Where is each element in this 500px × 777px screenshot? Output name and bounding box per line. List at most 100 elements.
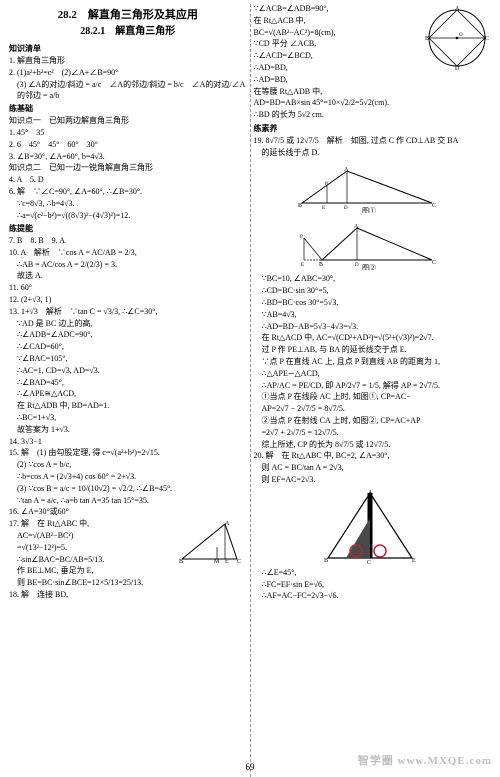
text-line: 1. 解直角三角形 (9, 56, 247, 67)
text-line: ∵c=8√3, ∴b=4√3. (9, 199, 247, 210)
text-line: (3) ∠A的对边/斜边 = a/c ∠A的邻边/斜边 = b/c ∠A的对边/… (9, 80, 247, 102)
text-line: AD=BD=AB×sin 45°=10×√2/2=5√2(cm). (254, 98, 492, 109)
svg-text:P: P (325, 182, 328, 187)
heading-basic: 练基础 (9, 104, 247, 115)
svg-text:A: A (455, 6, 460, 12)
heading-improve: 练提能 (9, 224, 247, 235)
svg-text:图②: 图② (362, 264, 376, 270)
text-line: ②当点 P 在射线 CA 上时, 如图②, CP=AC+AP (254, 416, 492, 427)
text-line: 在等腰 Rt△ADB 中, (254, 87, 424, 98)
heading-kp1: 知识点一 已知两边解直角三角形 (9, 116, 247, 127)
text-line: 16. ∠A=30°或60° (9, 507, 247, 518)
svg-text:C: C (485, 36, 489, 42)
text-line: (3) ∵cos B = a/c = 10/(10√2) = √2/2, ∴∠B… (9, 484, 247, 495)
left-column: 28.2 解直角三角形及其应用 28.2.1 解直角三角形 知识清单 1. 解直… (6, 4, 251, 777)
main-title: 28.2 解直角三角形及其应用 (9, 8, 247, 23)
svg-text:P: P (300, 235, 303, 240)
text-line: ∴∠ADB=∠ADC=90°, (9, 330, 247, 341)
svg-text:B: B (179, 559, 183, 564)
text-line: 在 Rt△ACD 中, AC=√(CD²+AD²)=√(5²+(√3)²)=2√… (254, 333, 492, 344)
text-line: ∴BD=BC·cos 30°=5√3, (254, 298, 492, 309)
svg-text:C: C (432, 203, 436, 209)
text-line: 的延长线于点 D. (254, 148, 492, 159)
text-line: ∴CD=BC·sin 30°=5, (254, 286, 492, 297)
svg-text:M: M (214, 559, 220, 564)
text-line: 11. 60° (9, 283, 247, 294)
text-line: 则 AC = BC/tan A = 2√3, (254, 463, 492, 474)
svg-text:E: E (412, 558, 416, 564)
text-line: 12. (2+√3, 1) (9, 295, 247, 306)
svg-text:E: E (301, 263, 304, 268)
text-line: 在 Rt△ACB 中, (254, 16, 424, 27)
text-line: 2. (1)a²+b²=c² (2)∠A+∠B=90° (9, 68, 247, 79)
svg-text:A: A (344, 167, 349, 173)
text-line: ∵CD 平分 ∠ACB, (254, 39, 424, 50)
text-line: ∴FC=EF·sin E=√6, (254, 580, 492, 591)
svg-text:A: A (368, 490, 373, 496)
heading-kp2: 知识点二 已知一边一锐角解直角三角形 (9, 163, 247, 174)
text-line: 故答案为 1+√3. (9, 425, 247, 436)
text-line: 7. B 8. B 9. A (9, 236, 247, 247)
text-line: ∴BD 的长为 5√2 cm. (254, 110, 492, 121)
sub-title: 28.2.1 解直角三角形 (9, 25, 247, 39)
text-line: 14. 3√3−1 (9, 437, 247, 448)
text-line: ∴BC=1+√3, (9, 413, 247, 424)
text-line: ∴sin∠BAC=BC/AB=5/13. (9, 555, 177, 566)
svg-text:E: E (322, 206, 325, 211)
heading-excel: 练素养 (254, 124, 492, 135)
svg-text:A: A (354, 224, 359, 230)
text-line: AP=2√7 − 2√7/5 = 8√7/5. (254, 404, 492, 415)
svg-text:B: B (425, 36, 429, 42)
text-line: ∴AF=AC−FC=2√3−√6. (254, 591, 492, 602)
text-line: AC=√(AB²−BC²) (9, 531, 177, 542)
heading-knowledge: 知识清单 (9, 44, 247, 55)
triangle-figure-19-2: P E B D C A 图② (254, 217, 492, 272)
svg-text:A: A (225, 521, 230, 527)
right-column: ∵∠ACB=∠ADB=90°, 在 Rt△ACB 中, BC=√(AB²−AC²… (251, 4, 495, 777)
svg-text:D: D (455, 66, 460, 72)
svg-text:D: D (355, 263, 359, 268)
text-line: ∴AC=1, CD=√3, AD=√3. (9, 366, 247, 377)
text-line: ①当点 P 在线段 AC 上时, 如图①, CP=AC− (254, 392, 492, 403)
text-line: 13. 1+√3 解析 ∵tan C = √3/3, ∴∠C=30°, (9, 307, 247, 318)
svg-text:D: D (344, 206, 348, 211)
text-line: ∵BC=10, ∠ABC=30°, (254, 274, 492, 285)
text-line: 10. A 解析 ∵cos A = AC/AB = 2/3, (9, 248, 247, 259)
text-line: ∵AB=4√3, (254, 310, 492, 321)
text-line: ∴AB = AC/cos A = 2/(2/3) = 3. (9, 260, 247, 271)
text-line: ∴b=cos A = (2√3+4) cos 60° = 2+√3. (9, 472, 247, 483)
text-line: ∴AD=BD, (254, 75, 424, 86)
text-line: ∴∠CAD=60°, (9, 342, 247, 353)
text-line: ∴AD=BD−AB=5√3−4√3=√3. (254, 322, 492, 333)
text-line: (2) ∵cos A = b/c, (9, 460, 247, 471)
svg-text:图①: 图① (362, 207, 376, 213)
text-line: ∴∠ACD=∠BCD, (254, 51, 424, 62)
text-line: ∴∠BAD=45°, (9, 378, 247, 389)
text-line: ∵∠ACB=∠ADB=90°, (254, 4, 424, 15)
text-line: BC=√(AB²−AC²)=8(cm), (254, 28, 424, 39)
text-line: 过 P 作 PE⊥AB, 与 BA 的延长线交于点 E. (254, 345, 492, 356)
text-line: ∵点 P 在直线 AC 上, 且点 P 到直线 AB 的距离为 1, (254, 357, 492, 368)
text-line: 则 BE=BC·sin∠BCE=12×5/13=25/13. (9, 578, 247, 589)
text-line: 2. 6 45° 45° 60° 30° (9, 140, 247, 151)
text-line: 4. A 5. D (9, 175, 247, 186)
text-line: 故选 A. (9, 271, 247, 282)
text-line: 1. 45° 35 (9, 128, 247, 139)
text-line: =√(13²−12²)=5. (9, 543, 177, 554)
triangle-figure-17: B M E C A (177, 519, 247, 566)
text-line: ∴a=√(c²−b²)=√((8√3)²−(4√3)²)=12. (9, 211, 247, 222)
text-line: 则 EF=AC=2√3. (254, 475, 492, 486)
text-line: ∵∠BAC=105°, (9, 354, 247, 365)
svg-text:B: B (319, 262, 323, 268)
svg-text:E: E (225, 559, 229, 564)
svg-text:C: C (237, 559, 241, 564)
watermark: 智学圈 www.MXQE.com (358, 754, 492, 769)
text-line: 18. 解 连接 BD, (9, 590, 247, 601)
text-line: 在 Rt△ADB 中, BD=AD=1. (9, 401, 247, 412)
text-line: ∵tan A = a/c, ∴a=b tan A=35 tan 15°=35. (9, 496, 247, 507)
text-line: 3. ∠B=30°, ∠A=60°, b=4√3. (9, 152, 247, 163)
text-line: 15. 解 (1) 由勾股定理, 得 c=√(a²+b²)=2√15. (9, 448, 247, 459)
triangle-figure-20: A F B C E (254, 488, 492, 566)
text-line: ∴AD=BD, (254, 63, 424, 74)
text-line: =2√7 + 2√7/5 = 12√7/5. (254, 428, 492, 439)
